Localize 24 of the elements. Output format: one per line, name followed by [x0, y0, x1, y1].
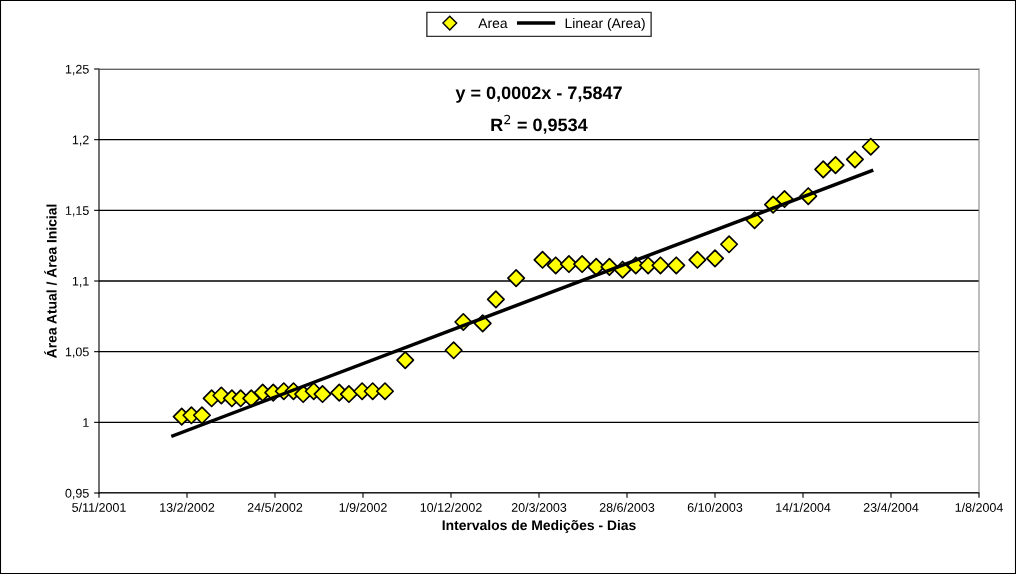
x-tick-label: 23/4/2004: [863, 502, 919, 512]
x-tick-label: 1/9/2002: [339, 502, 387, 512]
x-axis-title: Intervalos de Medições - Dias: [442, 519, 636, 533]
y-axis-title: Área Atual / Área Inicial: [44, 204, 57, 358]
legend-label: Linear (Area): [565, 17, 645, 31]
x-tick-label: 20/3/2003: [511, 502, 567, 512]
y-tick-label: 0,95: [65, 488, 89, 500]
x-tick-label: 5/11/2001: [72, 502, 126, 512]
annotation: R$^{2}$ = 0,9534: [491, 114, 588, 134]
y-tick-label: 1,05: [65, 347, 89, 358]
annotation: y = 0,0002x - 7,5847: [455, 86, 622, 103]
y-tick-label: 1: [83, 418, 89, 427]
x-tick-label: 14/1/2004: [776, 502, 831, 512]
x-tick-label: 24/5/2002: [247, 502, 303, 512]
x-tick-label: 28/6/2003: [599, 502, 655, 512]
x-tick-label: 1/8/2004: [955, 502, 1003, 512]
y-tick-label: 1,15: [65, 206, 89, 217]
legend-label: Area: [478, 18, 508, 29]
x-tick-label: 10/12/2002: [420, 502, 482, 512]
x-tick-label: 13/2/2002: [160, 502, 215, 512]
y-tick-label: 1,25: [65, 64, 89, 76]
x-tick-label: 6/10/2003: [687, 502, 743, 512]
y-tick-label: 1,2: [72, 135, 89, 146]
y-tick-label: 1,1: [72, 276, 89, 288]
